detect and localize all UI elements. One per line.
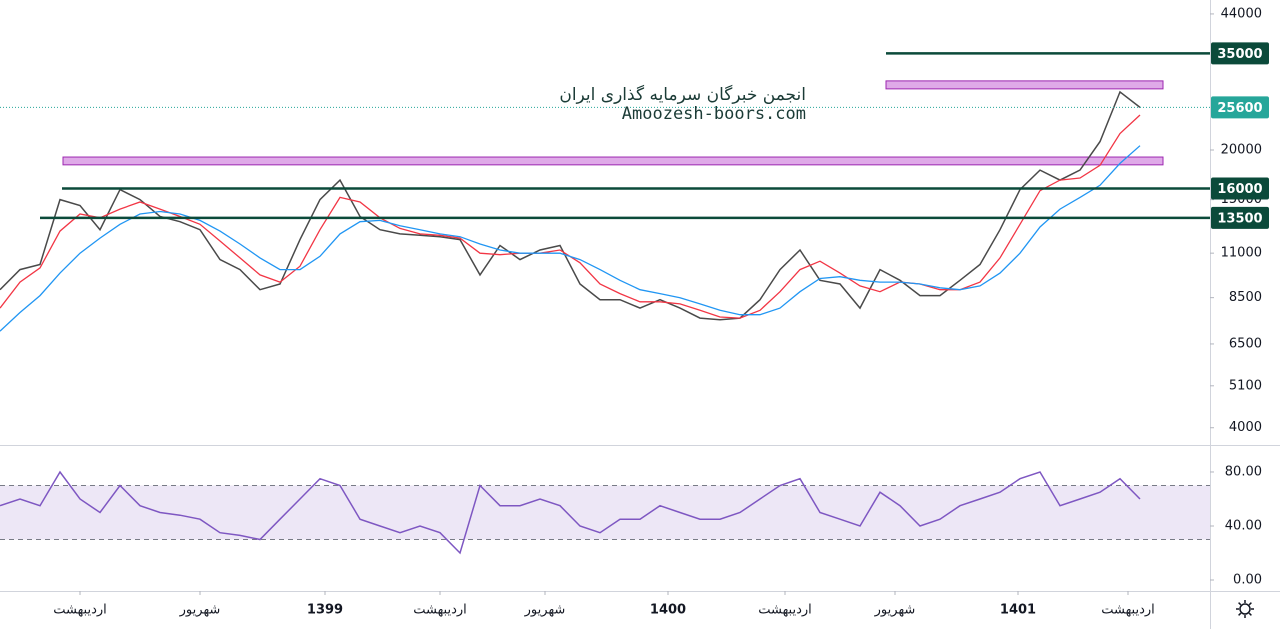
level-label-box: [1211, 206, 1269, 229]
level-label-box: [1211, 177, 1269, 200]
x-tick-label: اردیبهشت: [53, 603, 107, 618]
level-label: 35000: [1217, 47, 1262, 62]
zone: [885, 80, 1164, 90]
level-label-box: [1211, 42, 1269, 65]
series-line: [0, 90, 1141, 321]
level-label: 25600: [1217, 101, 1262, 116]
y-tick-label: 4000: [1229, 420, 1262, 435]
level-label: 13500: [1217, 211, 1262, 226]
settings-teeth[interactable]: [1236, 600, 1254, 618]
series-line: [0, 470, 1141, 555]
watermark-url: Amoozesh-boors.com: [622, 104, 806, 124]
y-tick-label: 80.00: [1225, 464, 1262, 479]
x-tick-label: شهریور: [524, 603, 566, 618]
watermark-title: انجمن خبرگان سرمایه گذاری ایران: [559, 84, 806, 105]
pane: [0, 470, 1210, 555]
y-tick-label: 0.00: [1233, 573, 1262, 588]
pane: [0, 52, 1210, 332]
x-tick-label: اردیبهشت: [1101, 603, 1155, 618]
x-tick-label: اردیبهشت: [758, 603, 812, 618]
x-tick-label: شهریور: [874, 603, 916, 618]
x-tick-label: 1399: [307, 603, 343, 618]
y-tick-label: 40.00: [1225, 518, 1262, 533]
x-tick-label: اردیبهشت: [413, 603, 467, 618]
y-tick-label: 6500: [1229, 336, 1262, 351]
level-label-box: [1211, 96, 1269, 119]
zone: [62, 156, 1164, 166]
y-tick-label: 20000: [1221, 142, 1262, 157]
x-tick-label: 1400: [650, 603, 686, 618]
y-tick-label: 44000: [1221, 6, 1262, 21]
settings-icon[interactable]: [1236, 600, 1254, 618]
y-tick-label: 8500: [1229, 290, 1262, 305]
y-tick-label: 11000: [1221, 246, 1262, 261]
x-tick-label: 1401: [1000, 603, 1036, 618]
settings-gear[interactable]: [1239, 603, 1251, 615]
x-tick-label: شهریور: [179, 603, 221, 618]
y-tick-label: 5100: [1229, 378, 1262, 393]
rsi-band: [0, 485, 1210, 540]
level-label: 16000: [1217, 182, 1262, 197]
